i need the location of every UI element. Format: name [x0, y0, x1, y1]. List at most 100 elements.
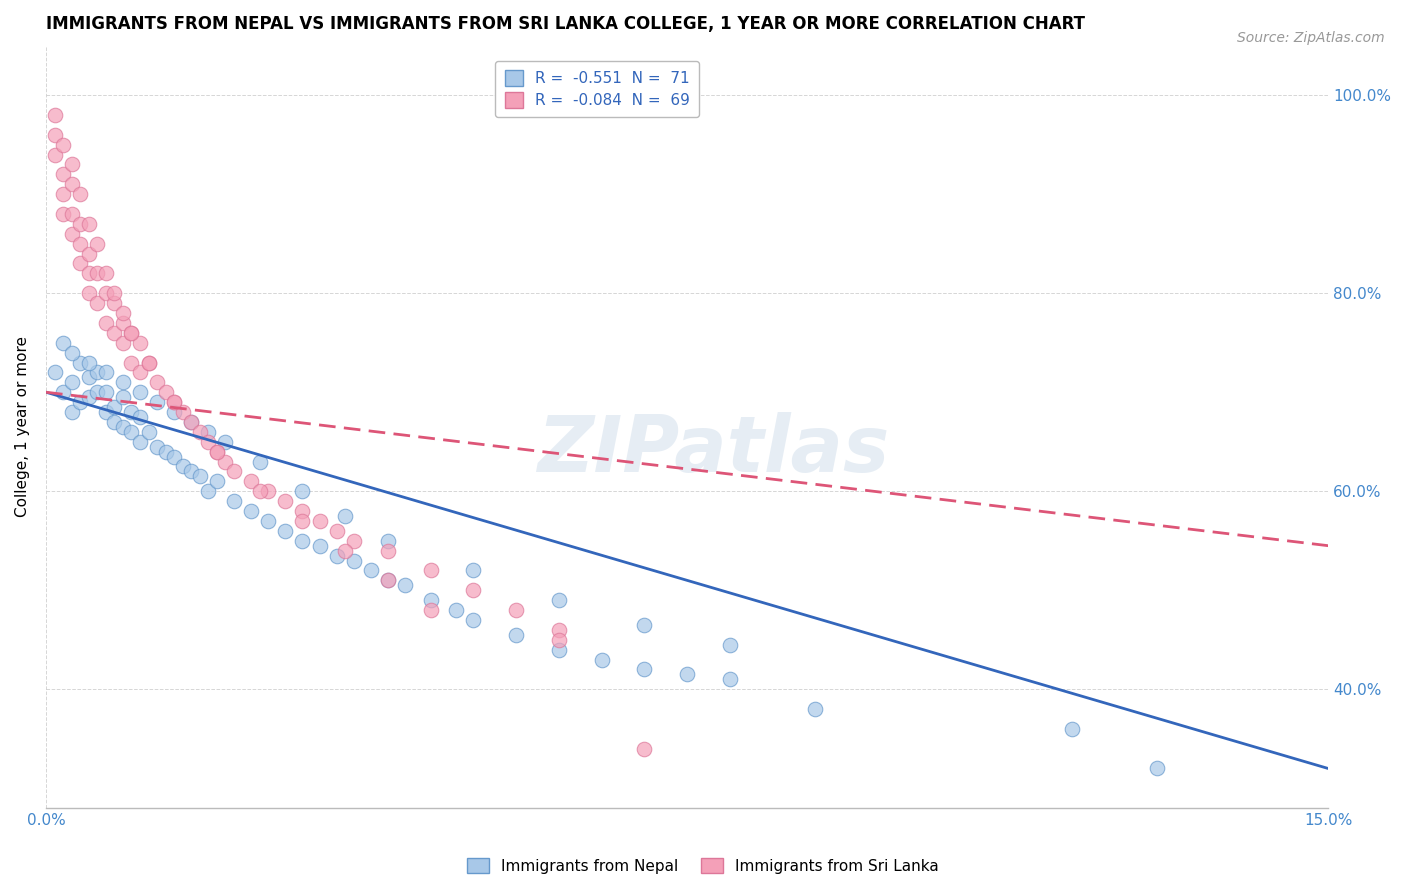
Point — [205, 444, 228, 458]
Point — [69, 187, 91, 202]
Point — [111, 420, 134, 434]
Point — [197, 425, 219, 439]
Point — [77, 217, 100, 231]
Point — [94, 286, 117, 301]
Point — [138, 425, 160, 439]
Y-axis label: College, 1 year or more: College, 1 year or more — [15, 336, 30, 517]
Point — [77, 267, 100, 281]
Text: Source: ZipAtlas.com: Source: ZipAtlas.com — [1237, 31, 1385, 45]
Point — [446, 603, 468, 617]
Point — [94, 405, 117, 419]
Point — [360, 564, 382, 578]
Point — [419, 593, 441, 607]
Point — [69, 395, 91, 409]
Point — [333, 508, 356, 523]
Point — [103, 286, 125, 301]
Point — [77, 355, 100, 369]
Text: IMMIGRANTS FROM NEPAL VS IMMIGRANTS FROM SRI LANKA COLLEGE, 1 YEAR OR MORE CORRE: IMMIGRANTS FROM NEPAL VS IMMIGRANTS FROM… — [46, 15, 1085, 33]
Point — [86, 236, 108, 251]
Point — [1060, 722, 1083, 736]
Point — [214, 434, 236, 449]
Point — [205, 475, 228, 489]
Point — [377, 543, 399, 558]
Point — [77, 286, 100, 301]
Point — [129, 335, 152, 350]
Point — [60, 345, 83, 359]
Point — [77, 390, 100, 404]
Point — [129, 434, 152, 449]
Point — [94, 366, 117, 380]
Point — [94, 385, 117, 400]
Point — [120, 425, 142, 439]
Point — [163, 395, 186, 409]
Point — [291, 484, 314, 499]
Point — [377, 533, 399, 548]
Point — [52, 207, 75, 221]
Point — [129, 385, 152, 400]
Point — [308, 539, 330, 553]
Point — [120, 355, 142, 369]
Point — [94, 316, 117, 330]
Point — [60, 376, 83, 390]
Point — [44, 108, 66, 122]
Point — [291, 533, 314, 548]
Point — [197, 434, 219, 449]
Point — [60, 207, 83, 221]
Point — [69, 236, 91, 251]
Point — [52, 335, 75, 350]
Point — [52, 385, 75, 400]
Point — [44, 147, 66, 161]
Point — [249, 484, 271, 499]
Point — [633, 618, 655, 632]
Point — [146, 376, 169, 390]
Legend: R =  -0.551  N =  71, R =  -0.084  N =  69: R = -0.551 N = 71, R = -0.084 N = 69 — [495, 61, 699, 118]
Point — [163, 405, 186, 419]
Point — [60, 227, 83, 241]
Point — [325, 524, 347, 538]
Point — [111, 335, 134, 350]
Point — [463, 583, 485, 598]
Point — [94, 267, 117, 281]
Point — [343, 553, 366, 567]
Point — [222, 465, 245, 479]
Point — [163, 395, 186, 409]
Point — [60, 157, 83, 171]
Point — [222, 494, 245, 508]
Point — [249, 454, 271, 468]
Point — [52, 187, 75, 202]
Point — [111, 390, 134, 404]
Point — [547, 642, 569, 657]
Point — [172, 405, 194, 419]
Point — [163, 450, 186, 464]
Point — [274, 524, 297, 538]
Point — [103, 326, 125, 340]
Point — [377, 574, 399, 588]
Point — [172, 459, 194, 474]
Point — [505, 628, 527, 642]
Point — [547, 632, 569, 647]
Point — [103, 415, 125, 429]
Point — [44, 366, 66, 380]
Point — [214, 454, 236, 468]
Point — [86, 366, 108, 380]
Point — [180, 415, 202, 429]
Point — [188, 425, 211, 439]
Point — [52, 167, 75, 181]
Point — [343, 533, 366, 548]
Point — [257, 514, 280, 528]
Point — [146, 440, 169, 454]
Point — [60, 178, 83, 192]
Point — [325, 549, 347, 563]
Point — [633, 741, 655, 756]
Point — [633, 663, 655, 677]
Point — [1146, 762, 1168, 776]
Point — [69, 217, 91, 231]
Point — [333, 543, 356, 558]
Point — [86, 267, 108, 281]
Point — [146, 395, 169, 409]
Point — [120, 326, 142, 340]
Point — [419, 564, 441, 578]
Point — [240, 475, 263, 489]
Point — [120, 405, 142, 419]
Point — [291, 514, 314, 528]
